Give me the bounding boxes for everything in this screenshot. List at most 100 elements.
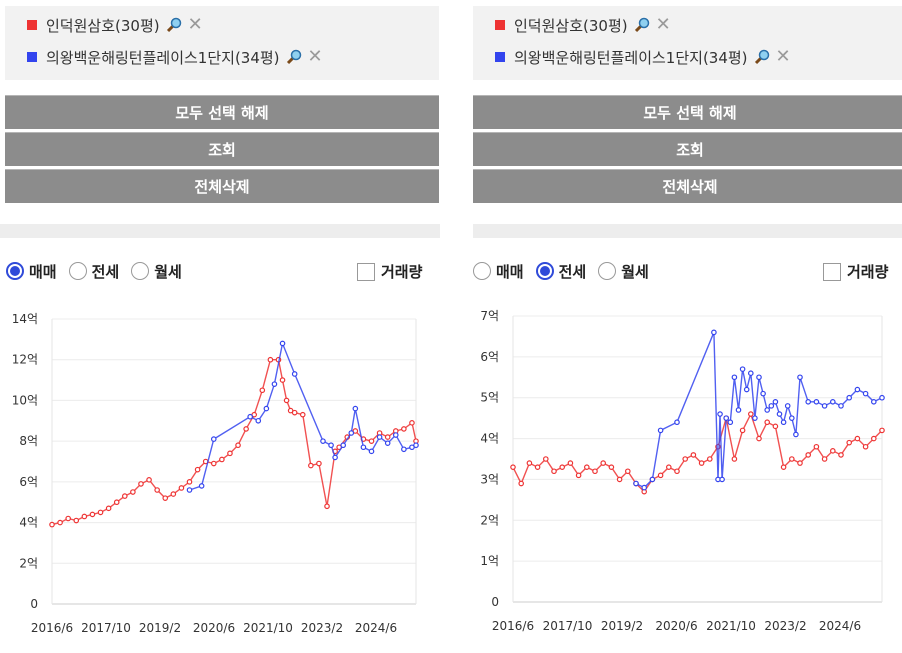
data-point[interactable] bbox=[690, 452, 697, 458]
legend-item[interactable]: 인덕원삼호(30평) ✕ bbox=[27, 14, 203, 36]
data-point[interactable] bbox=[682, 456, 689, 462]
data-point[interactable] bbox=[198, 483, 205, 489]
data-point[interactable] bbox=[320, 438, 326, 444]
data-point[interactable] bbox=[138, 481, 144, 487]
data-point[interactable] bbox=[73, 517, 80, 524]
data-point[interactable] bbox=[186, 487, 193, 493]
data-point[interactable] bbox=[719, 476, 725, 483]
data-point[interactable] bbox=[392, 432, 399, 438]
data-point[interactable] bbox=[299, 411, 306, 418]
data-point[interactable] bbox=[829, 448, 836, 454]
data-point[interactable] bbox=[210, 436, 217, 442]
radio-icon[interactable] bbox=[598, 262, 617, 280]
data-point[interactable] bbox=[575, 472, 582, 479]
data-point[interactable] bbox=[723, 415, 730, 421]
data-point[interactable] bbox=[227, 450, 233, 457]
magnifier-icon[interactable] bbox=[166, 17, 182, 33]
data-point[interactable] bbox=[559, 464, 566, 470]
data-point[interactable] bbox=[551, 468, 557, 475]
data-point[interactable] bbox=[862, 443, 869, 450]
volume-checkbox[interactable]: 거래량 bbox=[823, 261, 888, 282]
data-point[interactable] bbox=[401, 426, 407, 432]
data-point[interactable] bbox=[328, 442, 334, 449]
data-point[interactable] bbox=[666, 464, 672, 470]
data-point[interactable] bbox=[772, 423, 779, 430]
data-point[interactable] bbox=[255, 417, 262, 424]
data-point[interactable] bbox=[219, 456, 225, 463]
radio-icon[interactable] bbox=[68, 262, 87, 280]
data-point[interactable] bbox=[760, 390, 766, 397]
data-point[interactable] bbox=[625, 468, 631, 475]
data-point[interactable] bbox=[291, 371, 298, 377]
data-point[interactable] bbox=[756, 435, 762, 442]
data-point[interactable] bbox=[113, 499, 120, 506]
data-point[interactable] bbox=[752, 415, 758, 421]
radio-sale[interactable]: 매매 bbox=[473, 261, 524, 282]
close-icon[interactable]: ✕ bbox=[775, 46, 791, 67]
radio-icon[interactable] bbox=[131, 262, 150, 280]
checkbox-icon[interactable] bbox=[357, 262, 375, 281]
data-point[interactable] bbox=[510, 464, 516, 470]
data-point[interactable] bbox=[739, 427, 746, 434]
data-point[interactable] bbox=[259, 387, 266, 394]
data-point[interactable] bbox=[592, 468, 598, 475]
data-point[interactable] bbox=[384, 434, 391, 440]
legend-item[interactable]: 의왕백운해링턴플레이스1단지(34평) ✕ bbox=[27, 46, 323, 68]
data-point[interactable] bbox=[178, 485, 185, 491]
data-point[interactable] bbox=[584, 464, 590, 470]
data-point[interactable] bbox=[308, 462, 314, 469]
data-point[interactable] bbox=[674, 468, 680, 475]
data-point[interactable] bbox=[243, 426, 249, 432]
data-point[interactable] bbox=[731, 374, 738, 381]
data-point[interactable] bbox=[81, 513, 88, 520]
data-point[interactable] bbox=[780, 464, 787, 470]
radio-jeonse[interactable]: 전세 bbox=[68, 261, 119, 282]
data-point[interactable] bbox=[105, 505, 112, 512]
data-point[interactable] bbox=[805, 399, 812, 405]
data-point[interactable] bbox=[862, 390, 869, 397]
data-point[interactable] bbox=[768, 403, 775, 409]
data-point[interactable] bbox=[279, 340, 286, 347]
data-point[interactable] bbox=[641, 484, 648, 491]
data-point[interactable] bbox=[879, 394, 885, 401]
data-point[interactable] bbox=[739, 366, 746, 372]
data-point[interactable] bbox=[271, 381, 278, 387]
data-point[interactable] bbox=[870, 435, 877, 442]
data-point[interactable] bbox=[838, 403, 844, 409]
data-point[interactable] bbox=[711, 329, 717, 336]
data-point[interactable] bbox=[162, 495, 169, 501]
data-point[interactable] bbox=[543, 456, 549, 462]
data-point[interactable] bbox=[283, 397, 290, 404]
data-point[interactable] bbox=[186, 479, 193, 485]
data-point[interactable] bbox=[829, 399, 836, 405]
search-button[interactable]: 조회 bbox=[473, 132, 902, 166]
data-point[interactable] bbox=[854, 435, 861, 442]
data-point[interactable] bbox=[805, 452, 812, 458]
magnifier-icon[interactable] bbox=[634, 17, 650, 33]
data-point[interactable] bbox=[518, 480, 525, 487]
data-point[interactable] bbox=[600, 460, 607, 466]
data-point[interactable] bbox=[122, 493, 128, 499]
data-point[interactable] bbox=[674, 419, 680, 426]
data-point[interactable] bbox=[743, 386, 750, 393]
data-point[interactable] bbox=[368, 448, 375, 455]
data-point[interactable] bbox=[707, 456, 713, 462]
data-point[interactable] bbox=[854, 386, 861, 393]
data-point[interactable] bbox=[89, 511, 96, 518]
data-point[interactable] bbox=[57, 519, 63, 526]
data-point[interactable] bbox=[316, 460, 322, 467]
data-point[interactable] bbox=[772, 399, 779, 405]
data-point[interactable] bbox=[348, 430, 355, 436]
data-point[interactable] bbox=[821, 456, 828, 462]
data-point[interactable] bbox=[368, 438, 375, 444]
delete-all-button[interactable]: 전체삭제 bbox=[473, 169, 902, 203]
data-point[interactable] bbox=[846, 439, 853, 446]
data-point[interactable] bbox=[194, 466, 201, 473]
data-point[interactable] bbox=[879, 427, 885, 434]
data-point[interactable] bbox=[780, 419, 787, 426]
legend-item[interactable]: 의왕백운해링턴플레이스1단지(34평) ✕ bbox=[495, 46, 791, 68]
close-icon[interactable]: ✕ bbox=[307, 46, 323, 67]
data-point[interactable] bbox=[324, 503, 330, 510]
radio-icon[interactable] bbox=[473, 262, 491, 280]
data-point[interactable] bbox=[567, 460, 574, 466]
